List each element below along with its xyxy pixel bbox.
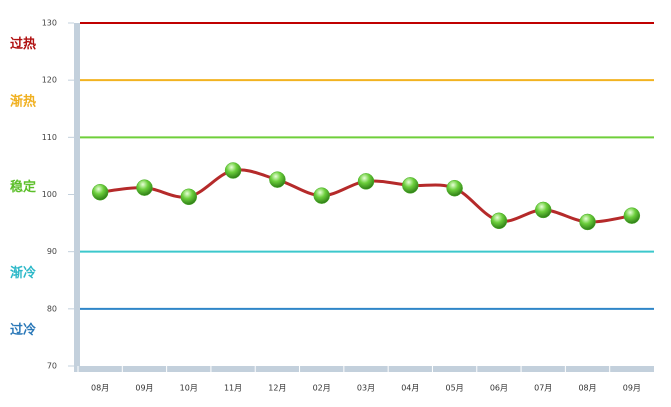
zone-label: 过热 [10,36,36,52]
point-marker [446,179,463,197]
y-tick-label: 110 [42,133,57,142]
x-tick-label: 04月 [401,384,419,393]
x-tick-label: 02月 [313,384,331,393]
x-tick-label: 12月 [268,384,286,393]
x-tick-label: 08月 [578,384,596,393]
point-marker [136,179,153,196]
x-tick-label: 08月 [91,384,109,393]
y-tick-label: 120 [42,76,57,85]
x-tick-label: 11月 [224,384,242,393]
point-marker [579,213,596,231]
x-tick-label: 05月 [446,384,464,393]
point-marker [357,173,375,190]
point-marker [313,187,330,204]
x-tick-label: 06月 [490,384,508,393]
point-marker [91,183,109,201]
point-marker [180,188,198,206]
point-marker [224,162,242,179]
point-marker [623,207,641,224]
y-axis-bar [74,23,80,372]
x-tick-label: 09月 [135,384,153,393]
x-axis-bar [74,366,654,372]
point-marker [534,201,552,219]
point-marker [269,171,286,188]
point-marker [490,212,508,230]
y-tick-label: 80 [47,304,57,313]
y-tick-label: 130 [42,19,57,28]
x-tick-label: 07月 [534,384,552,393]
x-tick-label: 10月 [180,384,198,393]
zone-label: 过冷 [10,322,36,338]
y-tick-label: 100 [42,190,57,199]
zone-label: 渐冷 [10,265,36,281]
zone-label: 渐热 [10,93,36,109]
x-tick-label: 03月 [357,384,375,393]
y-tick-label: 90 [47,247,57,256]
x-tick-label: 09月 [623,384,641,393]
zone-label: 稳定 [10,179,36,195]
point-marker [402,177,419,194]
y-tick-label: 70 [47,362,57,371]
